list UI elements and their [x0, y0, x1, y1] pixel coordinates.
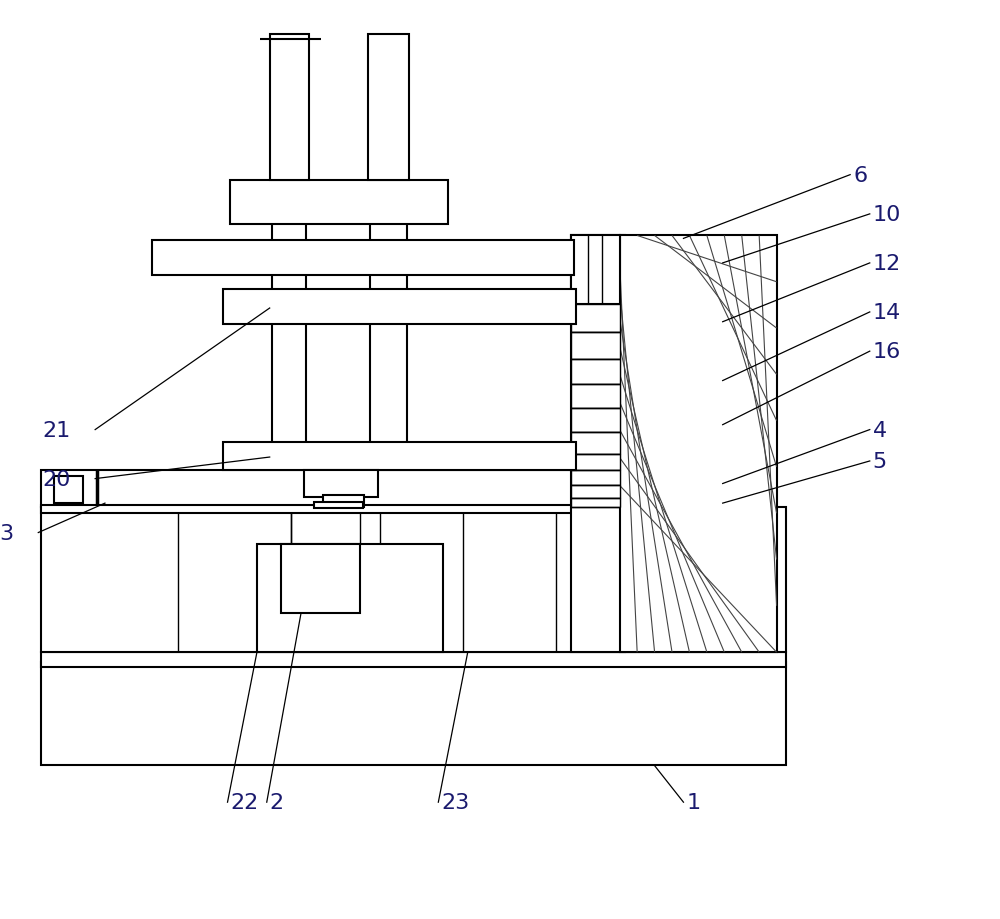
Text: 1: 1 [686, 792, 701, 812]
Bar [571, 305, 620, 332]
Bar [571, 471, 620, 486]
Bar [270, 36, 309, 180]
Bar [571, 332, 620, 359]
Text: 6: 6 [853, 165, 867, 186]
Bar [41, 471, 708, 507]
Bar [41, 652, 786, 667]
Bar [571, 385, 620, 409]
Bar [257, 545, 443, 652]
Bar [281, 545, 360, 613]
Text: 12: 12 [873, 254, 901, 274]
Bar [571, 236, 625, 652]
Bar [688, 471, 718, 507]
Text: 20: 20 [42, 469, 71, 489]
Text: 3: 3 [0, 523, 14, 543]
Bar [620, 236, 777, 652]
Text: 5: 5 [873, 451, 887, 471]
Bar [304, 471, 378, 498]
Bar [314, 503, 363, 508]
Bar [54, 476, 83, 504]
Text: 2: 2 [270, 792, 284, 812]
Bar [323, 495, 364, 507]
Bar [223, 443, 576, 471]
Text: 23: 23 [441, 792, 470, 812]
Bar [571, 455, 620, 471]
Text: 21: 21 [42, 420, 71, 440]
Text: 14: 14 [873, 302, 901, 323]
Text: 22: 22 [230, 792, 259, 812]
Text: 10: 10 [873, 205, 901, 224]
Bar [571, 359, 620, 385]
Bar [571, 486, 620, 499]
Bar [41, 507, 786, 652]
Bar [571, 432, 620, 455]
Text: 16: 16 [873, 342, 901, 362]
Bar [571, 236, 620, 305]
Bar [571, 499, 620, 507]
Text: 4: 4 [873, 420, 887, 440]
Bar [152, 241, 574, 276]
Bar [571, 409, 620, 432]
Bar [41, 663, 786, 766]
Bar [368, 36, 409, 180]
Bar [223, 290, 576, 324]
Bar [41, 505, 718, 514]
Bar [230, 180, 448, 224]
